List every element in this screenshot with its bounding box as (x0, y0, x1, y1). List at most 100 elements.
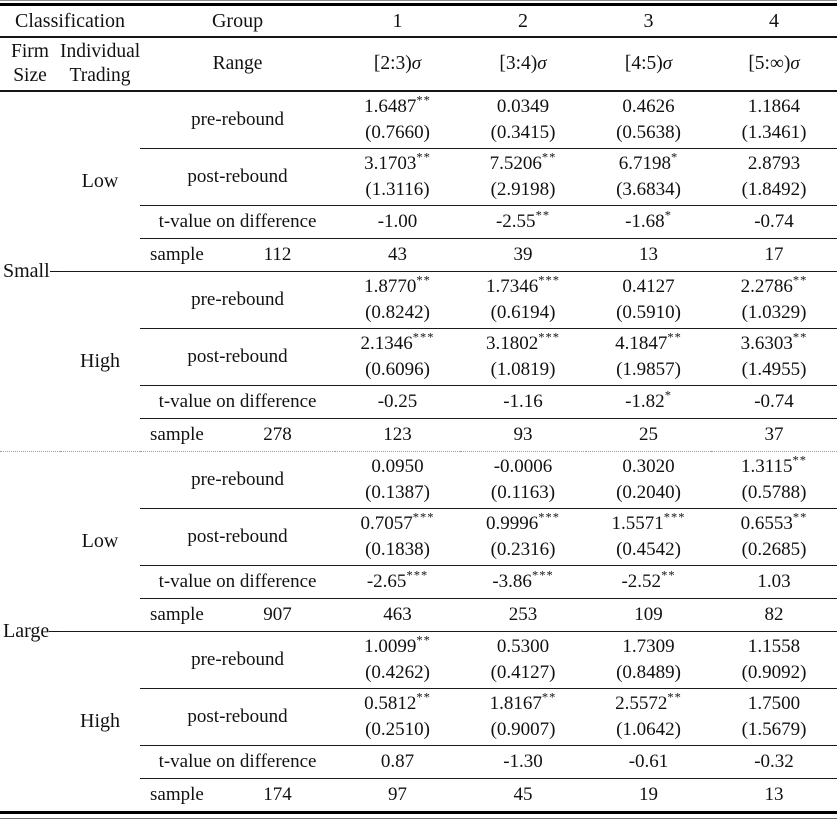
coefficient-value: 1.6487 (364, 96, 417, 117)
significance-stars: *** (531, 568, 554, 583)
coefficient-value: -0.0006 (493, 456, 553, 477)
coefficient-value: 1.1864 (747, 96, 801, 117)
post-rebound-estimate-cell: 2.1346*** (0.6096) (335, 328, 461, 386)
classification-header: Classification (0, 4, 141, 38)
coefficient-value: 3.1802 (486, 333, 539, 354)
t-value-cell: -0.25 (335, 385, 461, 419)
post-rebound-estimate-cell: 1.5571*** (0.4542) (586, 508, 712, 566)
range-interval: [5:∞) (748, 53, 791, 74)
post-rebound-estimate-cell: 2.5572** (1.0642) (586, 688, 712, 746)
post-rebound-row: post-rebound 0.5812** (0.2510) 1.8167** (0.9… (0, 688, 837, 746)
coefficient-value: 7.5206 (489, 153, 542, 174)
t-value: -2.52 (621, 571, 662, 592)
coefficient-value: 1.5571 (611, 513, 664, 534)
coefficient-value: 1.7500 (747, 693, 801, 714)
pre-rebound-row: Large Low pre-rebound 0.0950 (0.1387) -0.0006… (0, 451, 837, 813)
standard-error-value: (0.4262) (365, 662, 430, 683)
standard-error-value: (1.0819) (490, 359, 556, 380)
sample-count-cell: 13 (586, 238, 712, 272)
post-rebound-estimate-cell: 7.5206** (2.9198) (460, 148, 587, 206)
standard-error-value: (0.4127) (490, 662, 556, 683)
coefficient-value: 0.5300 (496, 636, 550, 657)
t-value-cell: -1.16 (460, 385, 587, 419)
standard-error-value: (2.9198) (490, 179, 556, 200)
row-label-post-rebound: post-rebound (140, 148, 336, 206)
post-rebound-estimate-cell: 1.8167** (0.9007) (460, 688, 587, 746)
standard-error-value: (0.2316) (490, 539, 556, 560)
significance-stars: *** (406, 568, 429, 583)
post-rebound-estimate-cell: 1.7500 (1.5679) (711, 688, 837, 746)
standard-error-value: (1.5679) (741, 719, 807, 740)
standard-error-value: (0.9007) (490, 719, 556, 740)
t-value: -1.82 (625, 391, 665, 412)
standard-error-value: (0.9092) (741, 662, 807, 683)
sample-total-cell: 112 (220, 238, 336, 272)
coefficient-value: 0.9996 (486, 513, 539, 534)
group-4-header: 4 (711, 4, 837, 38)
t-value: 0.87 (380, 751, 415, 772)
coefficient-value: 1.8167 (489, 693, 542, 714)
group-header: Group (140, 4, 336, 38)
standard-error-value: (0.2040) (616, 482, 681, 503)
standard-error-value: (1.0329) (741, 302, 807, 323)
range-interval: [3:4) (499, 53, 538, 74)
sample-count-cell: 109 (586, 598, 712, 632)
sample-count-cell: 97 (335, 778, 461, 813)
table-body: Small Low pre-rebound 1.6487** (0.7660) 0.034… (0, 91, 837, 813)
pre-rebound-row: High pre-rebound 1.8770** (0.8242) 1.7346***… (0, 271, 837, 452)
sample-count-cell: 93 (460, 418, 587, 452)
firm-divider-line (49, 271, 60, 272)
range-3-header: [4:5)σ (586, 37, 712, 92)
significance-stars: *** (538, 273, 561, 288)
post-rebound-row: post-rebound 3.1703** (1.3116) 7.5206** (2.9… (0, 148, 837, 206)
pre-rebound-estimate-cell: 0.4626 (0.5638) (586, 91, 711, 149)
post-rebound-estimate-cell: 0.9996*** (0.2316) (460, 508, 587, 566)
pre-rebound-estimate-cell: 0.5300 (0.4127) (460, 631, 587, 689)
post-rebound-estimate-cell: 2.8793 (1.8492) (711, 148, 837, 206)
row-label-t-value: t-value on difference (140, 205, 336, 239)
coefficient-value: 0.0349 (496, 96, 550, 117)
significance-stars: *** (412, 330, 435, 345)
pre-rebound-estimate-cell: 1.7346*** (0.6194) (460, 271, 587, 329)
row-label-pre-rebound: pre-rebound (140, 271, 336, 329)
standard-error-value: (0.5638) (616, 122, 681, 143)
standard-error-value: (0.3415) (490, 122, 556, 143)
sigma-symbol: σ (537, 53, 547, 74)
pre-rebound-estimate-cell: 1.1558 (0.9092) (711, 631, 837, 689)
pre-rebound-estimate-cell: 1.0099** (0.4262) (335, 631, 461, 689)
pre-rebound-estimate-cell: 0.0349 (0.3415) (460, 91, 586, 149)
standard-error-value: (0.6096) (365, 359, 430, 380)
firm-size-cell: Small (0, 91, 60, 452)
firm-size-flex: Small (0, 260, 60, 283)
t-value: -0.25 (377, 391, 418, 412)
significance-stars: * (664, 208, 672, 223)
sigma-symbol: σ (662, 53, 673, 74)
t-value-cell: 0.87 (335, 745, 461, 779)
pre-rebound-estimate-cell: 0.4127 (0.5910) (586, 271, 712, 329)
significance-stars: ** (792, 453, 808, 468)
standard-error-value: (1.9857) (616, 359, 681, 380)
standard-error-value: (0.8489) (616, 662, 681, 683)
standard-error-value: (0.1163) (490, 482, 556, 503)
t-value: -0.32 (754, 751, 794, 772)
coefficient-value: 1.7346 (486, 276, 539, 297)
standard-error-value: (0.2685) (741, 539, 807, 560)
coefficient-value: 2.5572 (615, 693, 668, 714)
t-value: -3.86 (492, 571, 532, 592)
row-label-sample: sample (140, 598, 221, 632)
sample-count-cell: 19 (586, 778, 712, 813)
group-3-header: 3 (586, 4, 712, 38)
t-value: -2.55 (495, 211, 536, 232)
significance-stars: ** (792, 273, 808, 288)
range-2-header: [3:4)σ (460, 37, 587, 92)
t-value: -0.74 (754, 211, 794, 232)
row-label-sample: sample (140, 418, 221, 452)
significance-stars: ** (535, 208, 551, 223)
sigma-symbol: σ (411, 53, 422, 74)
pre-rebound-estimate-cell: 1.3115** (0.5788) (711, 451, 837, 509)
sample-count-cell: 25 (586, 418, 712, 452)
sample-total-cell: 907 (220, 598, 336, 632)
post-rebound-row: post-rebound 0.7057*** (0.1838) 0.9996*** (0… (0, 508, 837, 566)
individual-trading-cell: Low (81, 170, 119, 192)
